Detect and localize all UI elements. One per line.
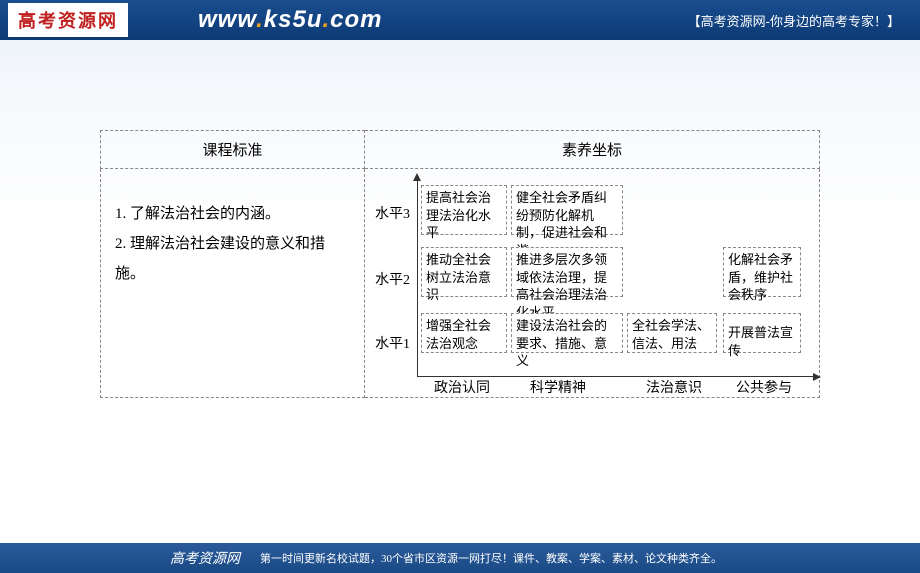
footer-text: 第一时间更新名校试题，30个省市区资源一网打尽！课件、教案、学案、素材、论文种类… (260, 550, 722, 566)
page-header: 高考资源网 www.ks5u.com 【高考资源网-你身边的高考专家！】 (0, 0, 920, 40)
standard-item-1: 1. 了解法治社会的内涵。 (115, 199, 350, 229)
logo-text: 高考资源网 (8, 3, 128, 37)
header-tagline: 【高考资源网-你身边的高考专家！】 (688, 11, 900, 30)
level-2-label: 水平2 (375, 269, 415, 289)
cell-r2c1: 推动全社会树立法治意识 (421, 247, 507, 297)
main-table: 课程标准 素养坐标 1. 了解法治社会的内涵。 2. 理解法治社会建设的意义和措… (100, 130, 820, 398)
col-2-label: 科学精神 (513, 377, 603, 397)
col-1-label: 政治认同 (417, 377, 507, 397)
standard-item-2: 2. 理解法治社会建设的意义和措施。 (115, 229, 350, 289)
col-3-label: 法治意识 (629, 377, 719, 397)
header-url: www.ks5u.com (198, 6, 383, 34)
competency-matrix: 水平3 水平2 水平1 政治认同 科学精神 法治意识 公共参与 提高社会治理法治… (379, 181, 809, 391)
url-mid: ks5u (264, 6, 323, 33)
url-dot1: . (256, 6, 264, 33)
footer-logo: 高考资源网 (170, 548, 240, 568)
cell-r3c2: 健全社会矛盾纠纷预防化解机制，促进社会和谐 (511, 185, 623, 235)
url-prefix: www (198, 6, 256, 33)
matrix-cell: 水平3 水平2 水平1 政治认同 科学精神 法治意识 公共参与 提高社会治理法治… (365, 169, 820, 398)
y-axis-line (417, 177, 418, 377)
url-suffix: com (330, 6, 382, 33)
cell-r1c4: 开展普法宣传 (723, 313, 801, 353)
cell-r1c1: 增强全社会法治观念 (421, 313, 507, 353)
cell-r1c3: 全社会学法、信法、用法 (627, 313, 717, 353)
standards-cell: 1. 了解法治社会的内涵。 2. 理解法治社会建设的意义和措施。 (101, 169, 365, 398)
table-header-left: 课程标准 (101, 131, 365, 169)
cell-r3c1: 提高社会治理法治化水平 (421, 185, 507, 235)
level-3-label: 水平3 (375, 203, 415, 223)
cell-r2c2: 推进多层次多领域依法治理，提高社会治理法治化水平 (511, 247, 623, 297)
x-axis-arrow-icon (813, 373, 821, 381)
col-4-label: 公共参与 (719, 377, 809, 397)
y-axis-arrow-icon (413, 173, 421, 181)
cell-r2c4: 化解社会矛盾，维护社会秩序 (723, 247, 801, 297)
table-header-right: 素养坐标 (365, 131, 820, 169)
cell-r1c2: 建设法治社会的要求、措施、意义 (511, 313, 623, 353)
content-area: 课程标准 素养坐标 1. 了解法治社会的内涵。 2. 理解法治社会建设的意义和措… (100, 130, 820, 398)
level-1-label: 水平1 (375, 333, 415, 353)
page-footer: 高考资源网 第一时间更新名校试题，30个省市区资源一网打尽！课件、教案、学案、素… (0, 543, 920, 573)
